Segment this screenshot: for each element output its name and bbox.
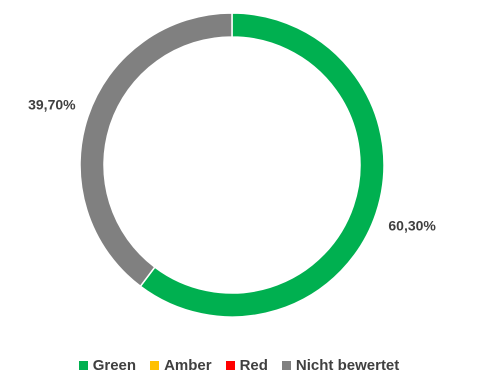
legend-label-red: Red: [239, 357, 268, 374]
legend-item-nicht-bewertet: Nicht bewertet: [281, 357, 400, 374]
slice-green: [139, 12, 385, 318]
legend-item-red: Red: [225, 357, 268, 374]
legend-label-amber: Amber: [164, 357, 212, 374]
legend-item-amber: Amber: [150, 357, 212, 374]
data-label-green: 60,30%: [388, 217, 436, 233]
legend-swatch-red: [225, 361, 235, 370]
legend-swatch-amber: [150, 361, 160, 370]
legend-label-green: Green: [92, 357, 137, 374]
legend-swatch-green: [78, 361, 88, 370]
chart-legend: Green Amber Red Nicht bewertet: [0, 357, 478, 374]
slice-nicht-bewertet: [79, 12, 233, 288]
legend-swatch-nicht-bewertet: [281, 361, 291, 370]
legend-label-nicht-bewertet: Nicht bewertet: [295, 357, 400, 374]
donut-svg: 60,30% 39,70%: [28, 12, 436, 318]
legend-item-green: Green: [78, 357, 137, 374]
data-label-nicht-bewertet: 39,70%: [28, 97, 76, 113]
